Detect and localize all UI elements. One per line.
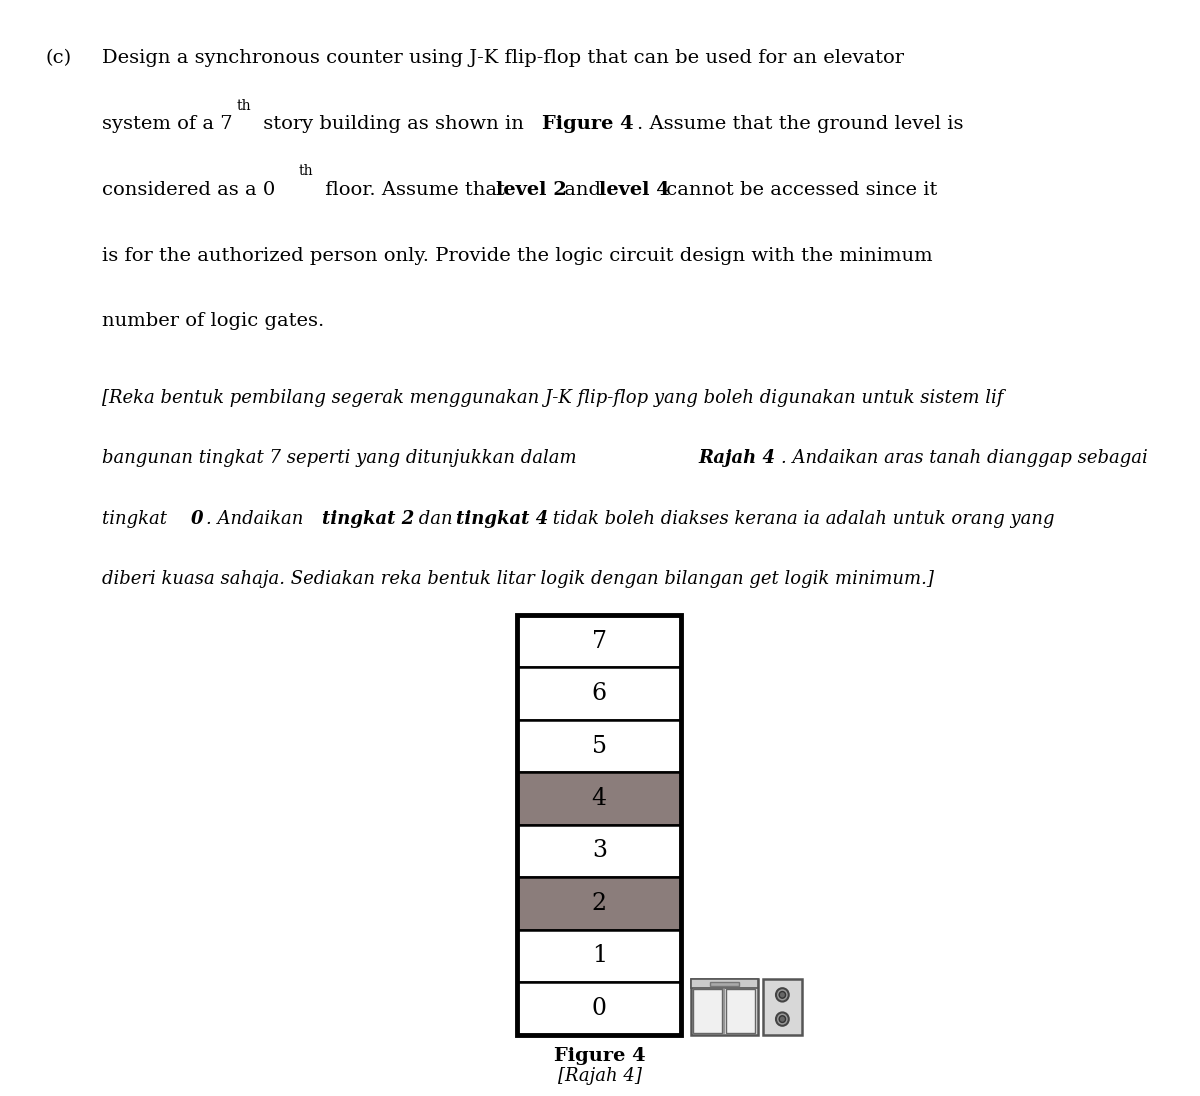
Text: dan: dan xyxy=(413,510,458,527)
Bar xyxy=(517,929,682,982)
Text: Design a synchronous counter using J-K flip-flop that can be used for an elevato: Design a synchronous counter using J-K f… xyxy=(102,49,904,67)
Text: 0: 0 xyxy=(592,996,607,1019)
Text: level 2: level 2 xyxy=(496,181,566,198)
Circle shape xyxy=(776,1013,788,1026)
Bar xyxy=(517,825,682,877)
Text: number of logic gates.: number of logic gates. xyxy=(102,312,324,330)
Text: 6: 6 xyxy=(592,682,607,705)
Text: . Andaikan aras tanah dianggap sebagai: . Andaikan aras tanah dianggap sebagai xyxy=(781,449,1148,467)
Circle shape xyxy=(779,1016,786,1023)
Text: 4: 4 xyxy=(592,787,607,810)
Text: . Andaikan: . Andaikan xyxy=(206,510,310,527)
Bar xyxy=(694,989,722,1032)
Text: 3: 3 xyxy=(592,840,607,863)
Text: system of a 7: system of a 7 xyxy=(102,115,233,133)
Text: bangunan tingkat 7 seperti yang ditunjukkan dalam: bangunan tingkat 7 seperti yang ditunjuk… xyxy=(102,449,582,467)
Text: 5: 5 xyxy=(592,734,607,757)
Text: tingkat 4: tingkat 4 xyxy=(456,510,548,527)
Text: story building as shown in: story building as shown in xyxy=(257,115,530,133)
Text: th: th xyxy=(299,164,313,179)
Text: tingkat: tingkat xyxy=(102,510,173,527)
Bar xyxy=(517,982,682,1035)
Bar xyxy=(517,877,682,929)
Text: Figure 4: Figure 4 xyxy=(542,115,634,133)
Text: . Assume that the ground level is: . Assume that the ground level is xyxy=(637,115,964,133)
Bar xyxy=(709,982,739,985)
Text: Figure 4: Figure 4 xyxy=(554,1048,646,1065)
Text: is for the authorized person only. Provide the logic circuit design with the min: is for the authorized person only. Provi… xyxy=(102,247,932,264)
Bar xyxy=(517,720,682,773)
Text: considered as a 0: considered as a 0 xyxy=(102,181,275,198)
Text: and: and xyxy=(558,181,607,198)
Text: [Reka bentuk pembilang segerak menggunakan J-K flip-flop yang boleh digunakan un: [Reka bentuk pembilang segerak menggunak… xyxy=(102,389,1003,407)
Text: 7: 7 xyxy=(592,630,607,653)
Bar xyxy=(517,773,682,825)
Bar xyxy=(763,980,802,1035)
Text: th: th xyxy=(236,99,251,113)
Bar xyxy=(691,980,757,1035)
Text: 2: 2 xyxy=(592,892,607,915)
Bar xyxy=(517,615,682,1035)
Text: diberi kuasa sahaja. Sediakan reka bentuk litar logik dengan bilangan get logik : diberi kuasa sahaja. Sediakan reka bentu… xyxy=(102,570,934,587)
Bar xyxy=(691,980,757,989)
Bar xyxy=(517,667,682,720)
Text: 0: 0 xyxy=(191,510,203,527)
Text: Rajah 4: Rajah 4 xyxy=(698,449,775,467)
Bar xyxy=(726,989,755,1032)
Text: tingkat 2: tingkat 2 xyxy=(322,510,414,527)
Text: tidak boleh diakses kerana ia adalah untuk orang yang: tidak boleh diakses kerana ia adalah unt… xyxy=(547,510,1055,527)
Text: (c): (c) xyxy=(46,49,72,67)
Circle shape xyxy=(779,992,786,998)
Text: cannot be accessed since it: cannot be accessed since it xyxy=(660,181,937,198)
Text: 1: 1 xyxy=(592,945,607,968)
Text: floor. Assume that: floor. Assume that xyxy=(319,181,511,198)
Text: [Rajah 4]: [Rajah 4] xyxy=(558,1068,642,1085)
Bar xyxy=(517,615,682,667)
Circle shape xyxy=(776,989,788,1002)
Text: level 4: level 4 xyxy=(599,181,670,198)
